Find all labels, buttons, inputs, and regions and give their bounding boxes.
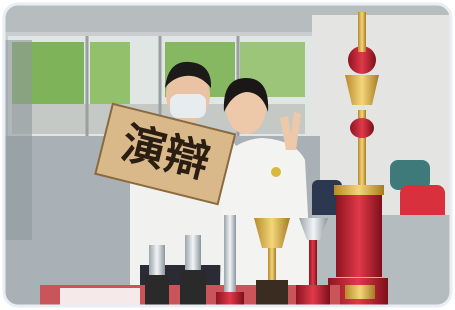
ornament [350, 118, 374, 138]
trophy-base [180, 270, 206, 310]
scene: 演辯 [0, 0, 455, 310]
mask [170, 94, 206, 118]
trophy-stem [309, 240, 317, 285]
trophy-figure [149, 245, 165, 275]
tier [334, 185, 384, 195]
trophy-stem [268, 248, 276, 280]
trophy-figure [224, 215, 236, 292]
badge [271, 167, 281, 177]
photo: 演辯 [0, 0, 455, 310]
plaque [345, 285, 375, 299]
trophy-figure [185, 235, 201, 270]
greenery [90, 42, 130, 104]
columns [336, 195, 382, 277]
topper [358, 12, 366, 52]
